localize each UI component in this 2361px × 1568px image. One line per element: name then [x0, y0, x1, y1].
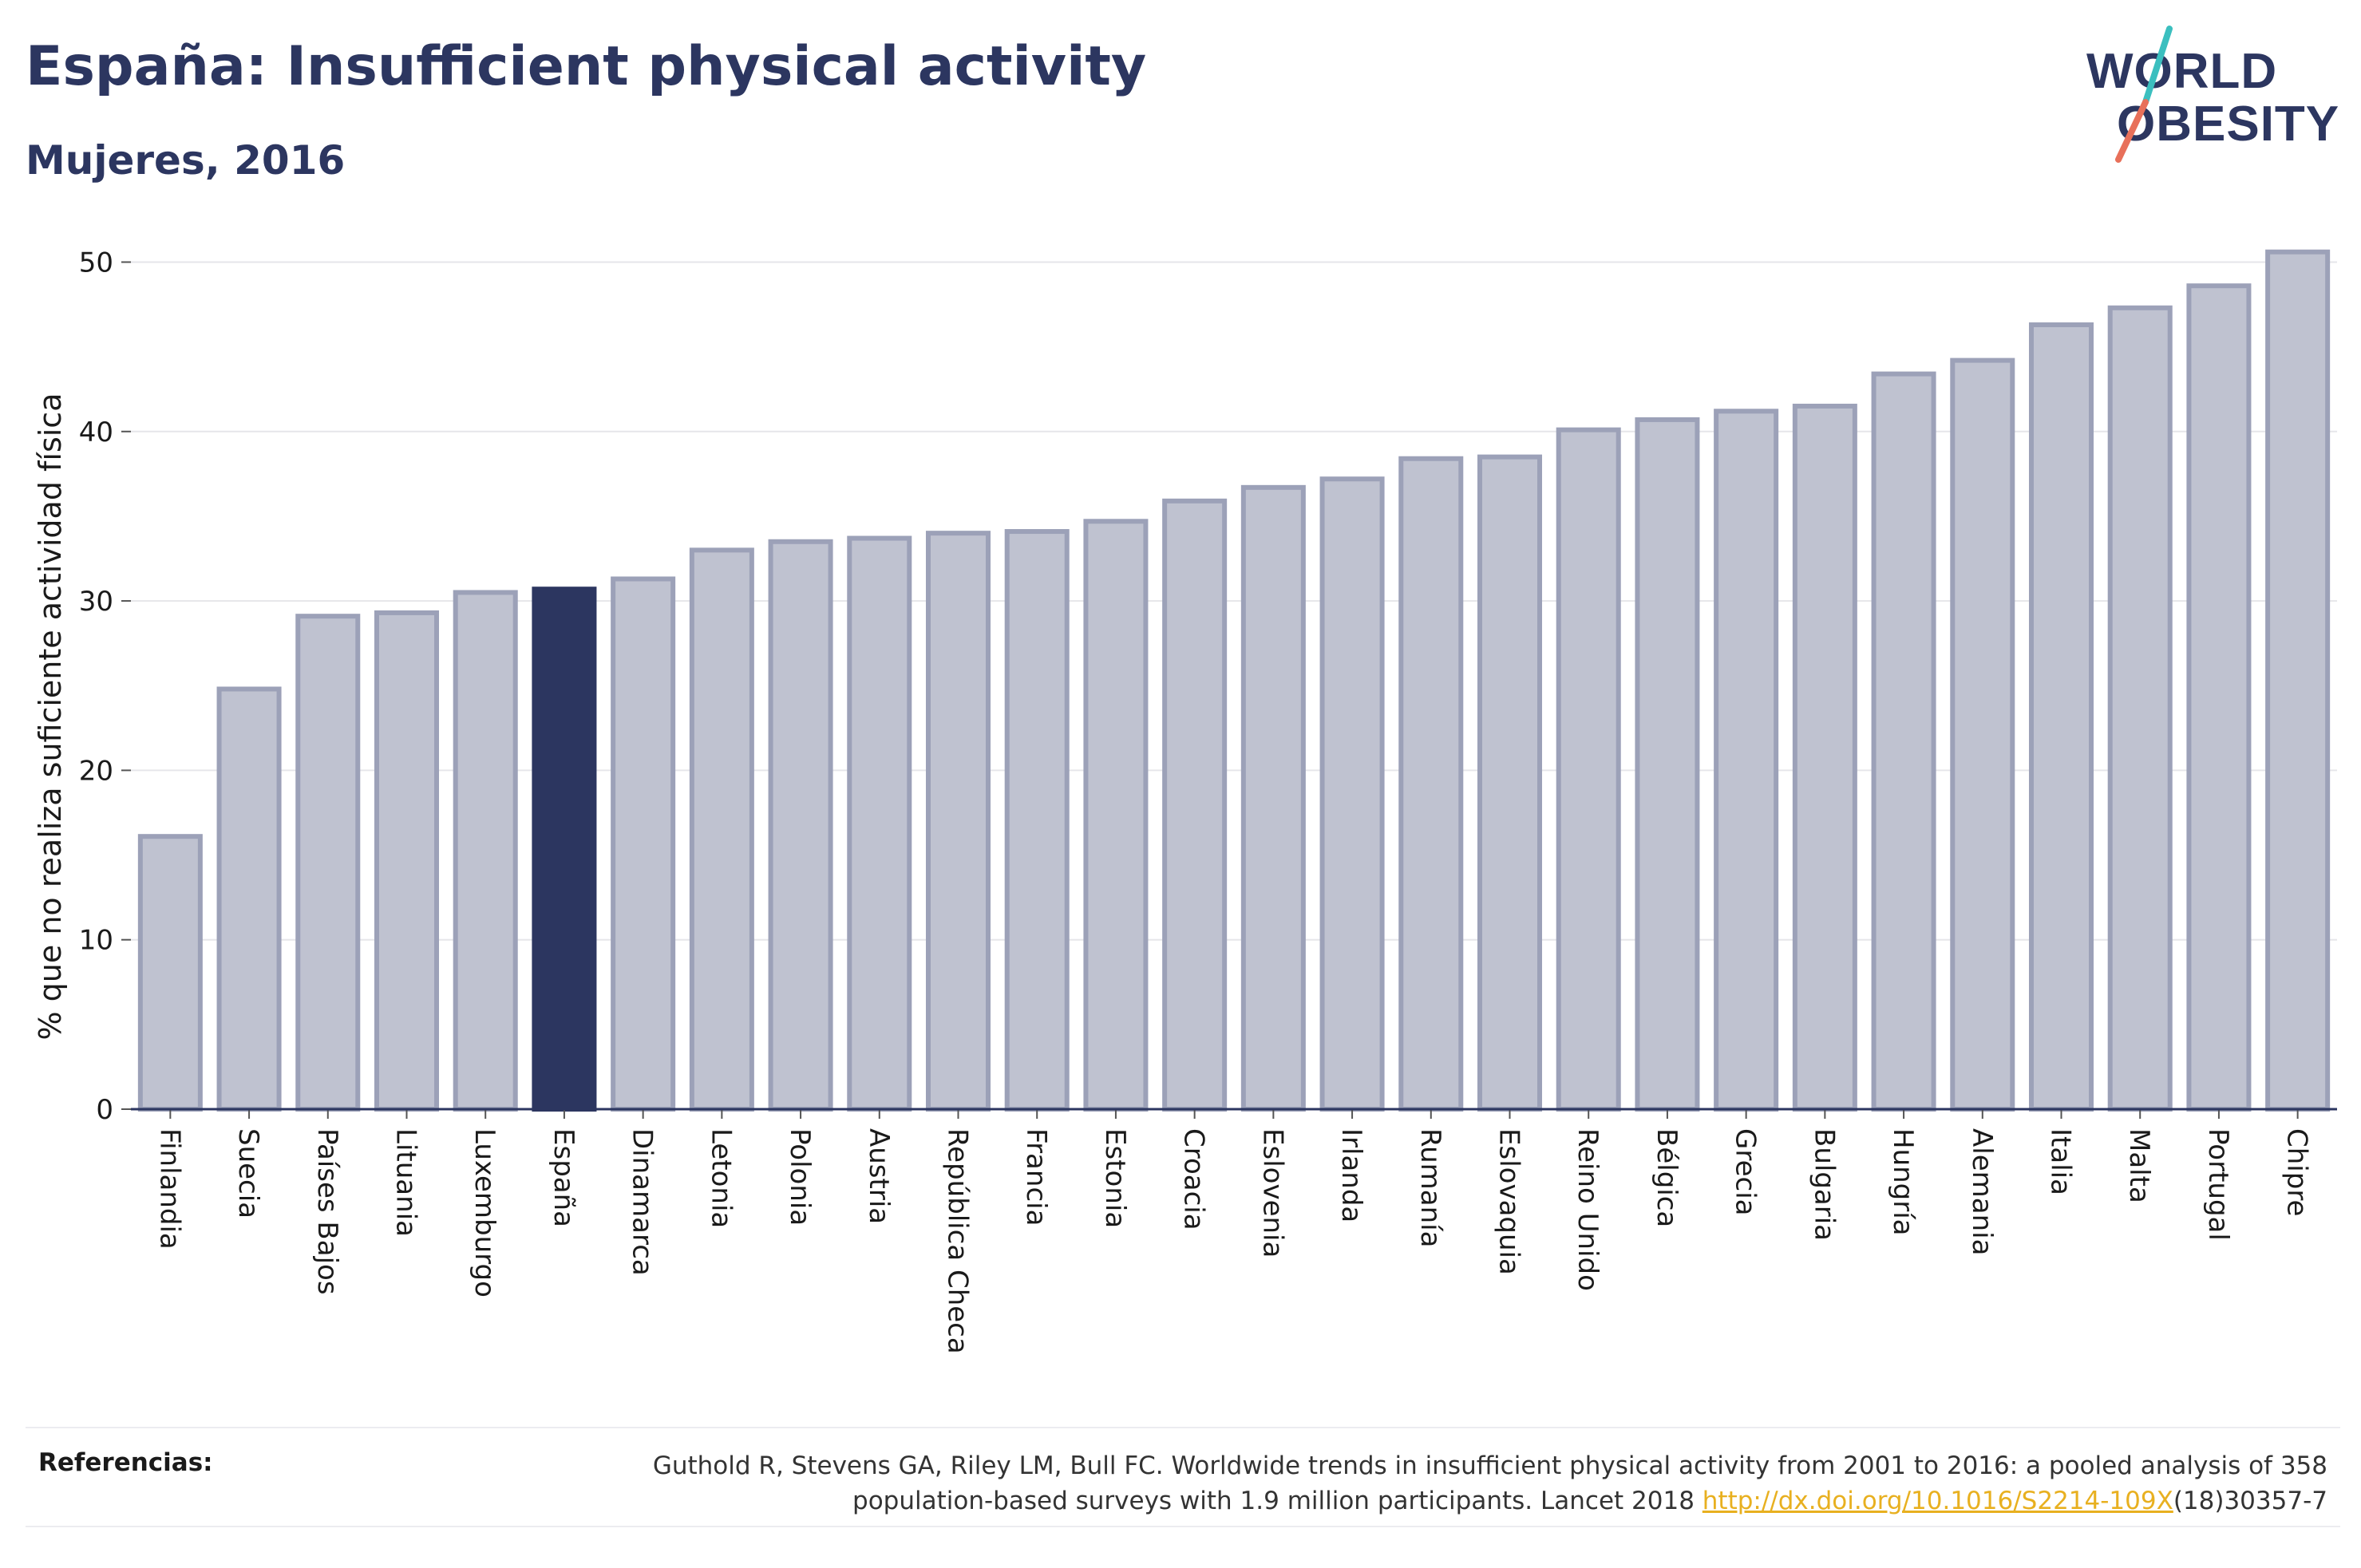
bar-luxemburgo — [453, 590, 518, 1112]
y-tick-label: 30 — [79, 586, 113, 618]
x-tick-label: Bulgaria — [1808, 1128, 1840, 1241]
x-tick-label: Malta — [2123, 1128, 2155, 1203]
bar-chipre — [2265, 249, 2331, 1112]
bar-alemania — [1950, 357, 2015, 1112]
bar-finlandia — [137, 834, 203, 1112]
x-tick-label: Chipre — [2281, 1128, 2313, 1216]
logo-slash-top — [2142, 26, 2173, 105]
x-tick-label: Reino Unido — [1572, 1128, 1604, 1291]
bar-francia — [1004, 529, 1070, 1112]
logo-slash-bottom — [2115, 99, 2149, 163]
bar-bulgaria — [1792, 403, 1857, 1112]
x-tick-label: República Checa — [942, 1128, 974, 1354]
logo-obesity-text: OBESITY — [2117, 97, 2339, 152]
x-tick-label: Bélgica — [1651, 1128, 1683, 1227]
bar-austria — [847, 535, 912, 1112]
y-axis-label: % que no realiza suficiente actividad fí… — [33, 393, 68, 1041]
x-tick-label: Croacia — [1178, 1128, 1210, 1230]
references-label: Referencias: — [38, 1448, 213, 1477]
bar-reino-unido — [1556, 427, 1621, 1112]
y-tick-label: 50 — [79, 247, 113, 278]
bar-malta — [2107, 305, 2173, 1112]
x-tick-label: Grecia — [1730, 1128, 1762, 1215]
reference-doi-link[interactable]: http://dx.doi.org/10.1016/S2214-109X — [1702, 1487, 2173, 1515]
x-tick-label: Eslovaquia — [1493, 1128, 1525, 1275]
bar-estonia — [1083, 519, 1149, 1112]
bar-croacia — [1162, 498, 1228, 1112]
x-tick-label: Italia — [2045, 1128, 2077, 1195]
references-top-rule — [26, 1427, 2340, 1428]
x-tick-label: Dinamarca — [627, 1128, 658, 1276]
reference-line-2-prefix: population-based surveys with 1.9 millio… — [852, 1487, 1703, 1515]
x-tick-label: Portugal — [2202, 1128, 2234, 1241]
reference-line-2-suffix: (18)30357-7 — [2173, 1487, 2327, 1515]
page-subtitle: Mujeres, 2016 — [26, 137, 346, 184]
bar-eslovaquia — [1477, 454, 1543, 1112]
y-tick-label: 10 — [79, 925, 113, 957]
bar-polonia — [768, 539, 833, 1112]
x-tick-label: Finlandia — [153, 1128, 185, 1250]
bar-dinamarca — [611, 576, 676, 1112]
bar-bélgica — [1635, 417, 1700, 1112]
x-tick-label: Irlanda — [1335, 1128, 1367, 1222]
y-tick-label: 0 — [96, 1094, 113, 1126]
x-tick-label: Suecia — [232, 1128, 264, 1218]
bar-países-bajos — [295, 614, 361, 1112]
logo-world-text: WORLD — [2086, 44, 2277, 99]
bar-chart: 0 10 20 30 40 50 % que no realiza suficiente a… — [33, 247, 2337, 1354]
bar-irlanda — [1319, 476, 1385, 1112]
x-tick-label: Hungría — [1887, 1128, 1919, 1236]
x-tick-label: Rumanía — [1414, 1128, 1446, 1247]
x-tick-label: Luxemburgo — [469, 1128, 500, 1297]
y-tick-label: 40 — [79, 417, 113, 448]
x-tick-label: Países Bajos — [311, 1128, 343, 1295]
bar-lituania — [374, 610, 440, 1112]
y-tick-label: 20 — [79, 755, 113, 787]
bar-eslovenia — [1240, 484, 1306, 1112]
references-bottom-rule — [26, 1526, 2340, 1527]
x-tick-label: Estonia — [1099, 1128, 1131, 1228]
bar-portugal — [2186, 283, 2252, 1112]
references-text: Guthold R, Stevens GA, Riley LM, Bull FC… — [492, 1448, 2327, 1519]
x-tick-label: Alemania — [1966, 1128, 1998, 1255]
x-tick-label: España — [548, 1128, 579, 1227]
x-tick-label: Polonia — [784, 1128, 816, 1226]
bar-suecia — [216, 686, 282, 1112]
bar-grecia — [1714, 409, 1779, 1112]
x-tick-label: Austria — [863, 1128, 895, 1224]
world-obesity-logo: WORLD OBESITY — [2086, 26, 2339, 163]
x-tick-label: Lituania — [390, 1128, 422, 1237]
x-tick-label: Francia — [1020, 1128, 1052, 1226]
bar-letonia — [689, 547, 754, 1112]
bar-república-checa — [925, 531, 991, 1112]
page-title: España: Insufficient physical activity — [26, 35, 1147, 98]
reference-line-1: Guthold R, Stevens GA, Riley LM, Bull FC… — [652, 1451, 2327, 1480]
x-tick-label: Eslovenia — [1256, 1128, 1288, 1258]
bar-hungría — [1871, 371, 1936, 1112]
bar-españa — [532, 587, 597, 1112]
x-tick-label: Letonia — [705, 1128, 737, 1228]
bar-italia — [2028, 322, 2094, 1112]
bar-rumanía — [1398, 456, 1464, 1112]
